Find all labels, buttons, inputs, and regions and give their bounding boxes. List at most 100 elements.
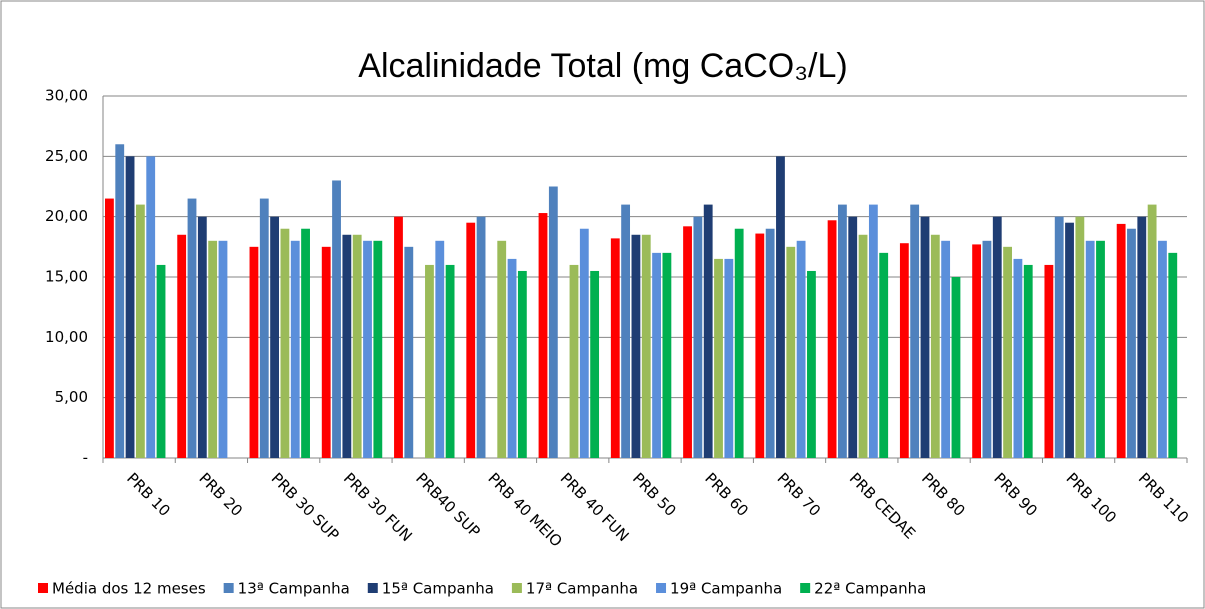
bar xyxy=(910,204,920,458)
bar xyxy=(125,156,135,459)
legend-swatch xyxy=(38,583,48,593)
bar xyxy=(765,228,775,458)
bar xyxy=(197,216,207,458)
bar xyxy=(703,204,713,458)
y-tick-label: 15,00 xyxy=(45,268,88,286)
legend-swatch xyxy=(800,583,811,593)
bar xyxy=(342,234,352,458)
bar xyxy=(858,234,868,458)
bar xyxy=(786,246,796,458)
bar xyxy=(930,234,940,458)
y-tick-label: 30,00 xyxy=(45,87,88,105)
bar xyxy=(837,204,847,458)
bar xyxy=(1044,264,1054,458)
bar xyxy=(177,234,187,458)
chart-title: Alcalinidade Total (mg CaCO₃/L) xyxy=(358,47,847,85)
bar xyxy=(105,198,114,459)
bar xyxy=(1137,216,1147,458)
bar xyxy=(992,216,1002,458)
bar xyxy=(280,228,290,458)
bar xyxy=(590,270,600,458)
bar xyxy=(941,240,951,458)
bar xyxy=(259,198,269,459)
legend-swatch xyxy=(511,583,522,593)
y-tick-label: 25,00 xyxy=(45,147,88,165)
bar xyxy=(373,240,383,458)
bar xyxy=(807,270,816,458)
bar xyxy=(569,264,579,458)
bar xyxy=(1075,216,1085,458)
bar xyxy=(827,220,837,458)
bar xyxy=(208,240,218,458)
bar xyxy=(920,216,930,458)
bar xyxy=(115,144,125,458)
bar xyxy=(755,233,765,458)
bar xyxy=(579,228,589,458)
bar xyxy=(548,186,558,458)
bar xyxy=(1003,246,1012,458)
bar xyxy=(951,277,961,458)
bar xyxy=(610,238,620,458)
bar xyxy=(1065,222,1074,458)
bar xyxy=(683,226,692,458)
bar xyxy=(146,156,156,459)
bar xyxy=(972,244,982,458)
bar xyxy=(1054,216,1064,458)
y-tick-label: - xyxy=(83,449,88,467)
bar xyxy=(187,198,197,459)
bar xyxy=(466,222,476,458)
legend-swatch xyxy=(656,583,667,593)
legend-label: 19ª Campanha xyxy=(670,580,782,598)
bar xyxy=(1013,258,1023,458)
legend-swatch xyxy=(223,583,234,593)
bar xyxy=(445,264,455,458)
bar xyxy=(321,246,331,458)
bar xyxy=(425,264,434,458)
bar xyxy=(899,243,909,458)
bar xyxy=(662,252,672,458)
bar xyxy=(848,216,858,458)
bar xyxy=(507,258,517,458)
legend-label: 17ª Campanha xyxy=(526,580,638,598)
y-tick-label: 5,00 xyxy=(55,388,88,406)
bar xyxy=(538,213,548,458)
y-tick-label: 20,00 xyxy=(45,207,88,225)
bar xyxy=(497,240,507,458)
bar xyxy=(249,246,259,458)
bar xyxy=(776,156,785,459)
bar xyxy=(135,204,145,458)
bar xyxy=(1158,240,1167,458)
bar xyxy=(156,264,166,458)
bar xyxy=(517,270,527,458)
bar xyxy=(631,234,641,458)
bar xyxy=(641,234,651,458)
bar xyxy=(1127,228,1136,458)
bar xyxy=(868,204,878,458)
bar xyxy=(1168,252,1178,458)
bar xyxy=(982,240,992,458)
bar xyxy=(290,240,300,458)
bar xyxy=(724,258,734,458)
legend-swatch xyxy=(367,583,378,593)
legend-label: 13ª Campanha xyxy=(238,580,350,598)
bar xyxy=(404,246,414,458)
bar xyxy=(714,258,723,458)
y-tick-label: 10,00 xyxy=(45,328,88,346)
legend-label: Média dos 12 meses xyxy=(52,580,206,598)
bar xyxy=(301,228,310,458)
bar xyxy=(394,216,403,458)
bar xyxy=(652,252,661,458)
bar xyxy=(1096,240,1105,458)
bar xyxy=(218,240,228,458)
bar xyxy=(332,180,341,458)
bar xyxy=(363,240,372,458)
bar xyxy=(1085,240,1095,458)
bar xyxy=(270,216,280,458)
bar xyxy=(621,204,631,458)
legend-label: 15ª Campanha xyxy=(382,580,494,598)
legend-label: 22ª Campanha xyxy=(814,580,926,598)
bar xyxy=(1147,204,1157,458)
bar xyxy=(693,216,703,458)
bar xyxy=(879,252,889,458)
